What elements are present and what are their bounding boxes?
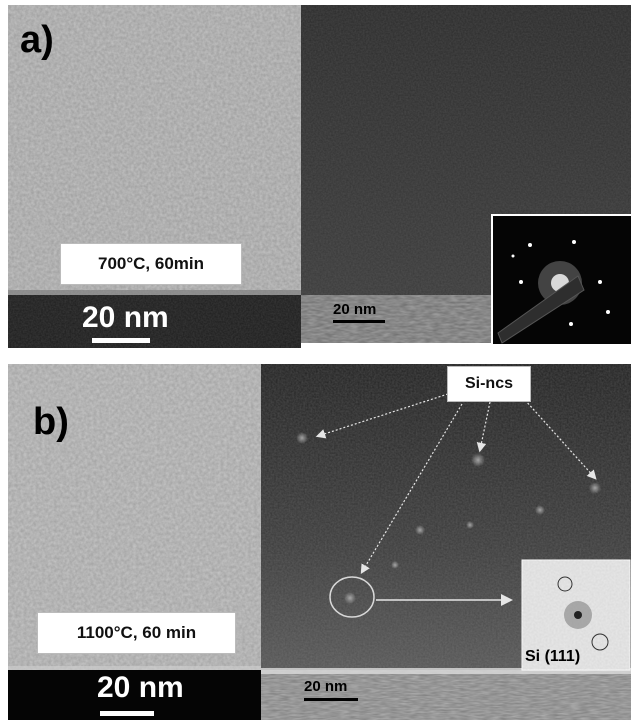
fft-spot-circle-lower [591, 633, 609, 651]
si-nanocrystal-spots [296, 432, 601, 604]
panel-a-scale-bar-left [92, 338, 150, 343]
panel-a-scale-label-left: 20 nm [82, 301, 169, 334]
panel-a: a) 700°C, 60min 20 nm 20 nm [0, 0, 633, 352]
panel-b-scale-bar-left [100, 711, 154, 716]
fft-inset-label: Si (111) [525, 648, 581, 665]
fft-spot-circle-upper [557, 576, 573, 592]
fft-inset [521, 559, 631, 671]
panel-a-micrographs [8, 5, 633, 348]
panel-a-scale-label-right: 20 nm [333, 301, 377, 318]
panel-b-letter: b) [33, 401, 69, 443]
nanocrystal-highlight-circle [329, 576, 375, 618]
panel-b-scale-bar-right [304, 698, 358, 701]
si-ncs-pointer-arrows [315, 393, 597, 575]
panel-b-micrographs [8, 364, 631, 720]
panel-b-scale-label-right: 20 nm [304, 678, 348, 695]
panel-a-condition-label: 700°C, 60min [60, 243, 242, 285]
panel-a-letter: a) [20, 19, 54, 61]
panel-b: b) Si-ncs 1100°C, 60 min Si (111) 20 nm … [0, 360, 633, 722]
diffraction-pattern-inset [491, 214, 633, 346]
panel-b-condition-label: 1100°C, 60 min [37, 612, 236, 654]
panel-b-scale-label-left: 20 nm [97, 671, 184, 704]
si-ncs-label: Si-ncs [447, 366, 531, 402]
panel-a-scale-bar-right [333, 320, 385, 323]
